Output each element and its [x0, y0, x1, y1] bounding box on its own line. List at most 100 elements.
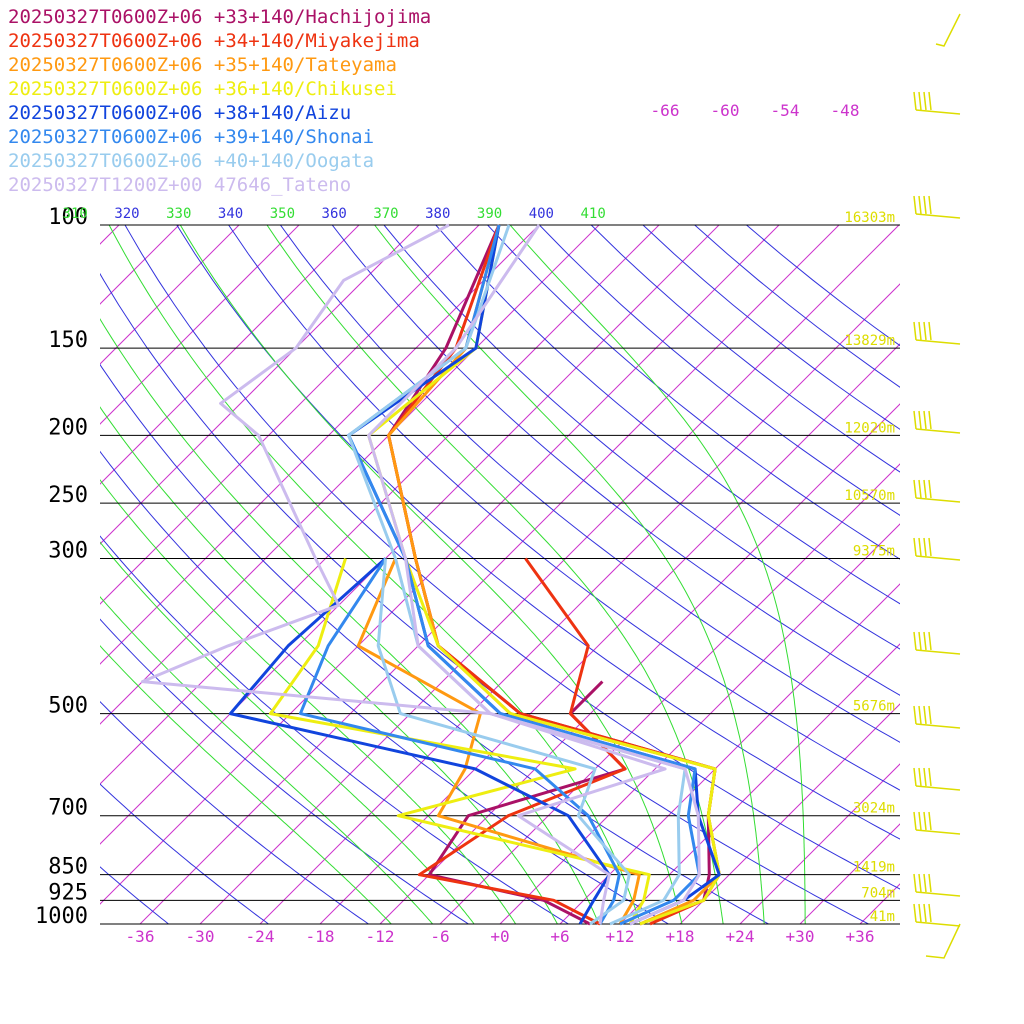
moist-adiabat-line: [100, 318, 600, 924]
isotherm-top-label: -66: [651, 101, 680, 120]
height-label: 9375m: [853, 544, 895, 560]
temperature-tick-label: +6: [550, 927, 569, 946]
isotherm-top-label: -60: [711, 101, 740, 120]
temperature-tick-label: -6: [430, 927, 449, 946]
dewpoint-profile-line: [298, 557, 621, 925]
dry-adiabat-label: 380: [425, 206, 450, 222]
legend-entry: 20250327T0600Z+06 +39+140/Shonai: [8, 126, 375, 148]
temperature-tick-label: -30: [186, 927, 215, 946]
wind-barb: [925, 923, 961, 959]
sounding-profiles: [140, 223, 721, 926]
isotherm-line: [100, 225, 300, 425]
isotherm-line: [139, 225, 840, 924]
legend: 20250327T0600Z+06 +33+140/Hachijojima 202…: [8, 5, 431, 197]
pressure-tick-label: 1000: [35, 904, 88, 929]
dry-adiabat-label: 320: [114, 206, 139, 222]
isotherm-lines: [100, 225, 900, 924]
dry-adiabat-label: 400: [529, 206, 554, 222]
dry-adiabat-line: [124, 225, 900, 890]
height-label: 1419m: [853, 860, 895, 876]
wind-barb: [935, 13, 961, 47]
dewpoint-profile-line: [140, 223, 667, 925]
dewpoint-profile-line: [356, 557, 641, 925]
dry-adiabat-label: 330: [166, 206, 191, 222]
pressure-tick-label: 100: [48, 205, 88, 230]
dry-adiabat-line: [539, 225, 900, 516]
legend-entry: 20250327T0600Z+06 +38+140/Aizu: [8, 102, 352, 124]
dewpoint-profile-line: [228, 557, 611, 925]
wind-barb: [913, 903, 961, 927]
legend-entry: 20250327T0600Z+06 +36+140/Chikusei: [8, 78, 397, 100]
pressure-tick-label: 500: [48, 694, 88, 719]
moist-adiabat-line: [179, 225, 683, 924]
dry-adiabat-label: 350: [270, 206, 295, 222]
pressure-tick-label: 700: [48, 796, 88, 821]
dry-adiabat-line: [590, 225, 900, 473]
height-label: 10570m: [844, 488, 895, 504]
temperature-tick-label: -12: [366, 927, 395, 946]
dry-adiabat-line: [435, 225, 900, 605]
wind-barb: [913, 537, 961, 561]
isotherm-top-label: -54: [771, 101, 800, 120]
isotherm-top-label: -48: [831, 101, 860, 120]
legend-entry: 20250327T0600Z+06 +40+140/Oogata: [8, 150, 375, 172]
temperature-tick-label: -18: [306, 927, 335, 946]
dry-adiabat-label: 370: [373, 206, 398, 222]
temperature-tick-label: +12: [606, 927, 635, 946]
legend-entry: 20250327T0600Z+06 +34+140/Miyakejima: [8, 30, 420, 52]
isotherm-line: [100, 225, 660, 785]
temperature-profile-line: [347, 224, 687, 926]
isotherm-line: [559, 583, 900, 924]
wind-barb: [913, 631, 961, 655]
isotherm-line: [319, 343, 900, 924]
dry-adiabat-line: [100, 866, 170, 924]
pressure-tick-label: 250: [48, 483, 88, 508]
height-label: 3024m: [853, 801, 895, 817]
isotherm-line: [259, 283, 900, 924]
dry-adiabat-line: [694, 225, 900, 388]
dry-adiabat-line: [228, 225, 900, 791]
dry-adiabat-line: [279, 225, 900, 743]
dry-adiabat-line: [100, 783, 270, 924]
moist-adiabat-line: [100, 596, 434, 924]
dry-adiabat-label: 360: [322, 206, 347, 222]
height-label: 16303m: [844, 210, 895, 226]
height-label: 704m: [861, 885, 895, 901]
isotherm-line: [100, 225, 360, 485]
wind-barb: [913, 479, 961, 503]
dry-adiabat-label: 390: [477, 206, 502, 222]
legend-entry: 20250327T0600Z+06 +33+140/Hachijojima: [8, 6, 432, 28]
dry-adiabat-line: [100, 272, 870, 924]
isotherm-line: [439, 463, 900, 924]
pressure-tick-label: 850: [48, 855, 88, 880]
dry-adiabat-line: [331, 225, 900, 696]
dry-adiabat-line: [100, 618, 470, 924]
dry-adiabat-lines: [100, 225, 900, 924]
isotherm-line: [100, 225, 480, 605]
isotherm-line: [859, 883, 900, 924]
moist-adiabat-lines: [100, 225, 806, 924]
isotherm-line: [739, 763, 900, 924]
temperature-tick-label: -24: [246, 927, 275, 946]
wind-barb: [913, 767, 961, 791]
moist-adiabat-line: [100, 645, 392, 924]
pressure-tick-label: 925: [48, 880, 88, 905]
isotherm-line: [799, 823, 900, 924]
wind-barb: [913, 811, 961, 835]
isotherm-line: [100, 225, 420, 545]
dewpoint-profile-line: [376, 558, 631, 926]
wind-barb: [913, 410, 961, 434]
temperature-tick-label: -36: [126, 927, 155, 946]
moist-adiabat-line: [509, 225, 806, 924]
isotherm-line: [619, 643, 900, 924]
dry-adiabat-label: 340: [218, 206, 243, 222]
moist-adiabat-line: [100, 541, 475, 924]
height-label: 13829m: [844, 333, 895, 349]
isotherm-line: [679, 703, 900, 924]
moist-adiabat-line: [108, 225, 642, 924]
pressure-tick-label: 300: [48, 539, 88, 564]
wind-barb: [913, 705, 961, 729]
moist-adiabat-line: [374, 225, 765, 924]
wind-barb: [913, 195, 961, 219]
